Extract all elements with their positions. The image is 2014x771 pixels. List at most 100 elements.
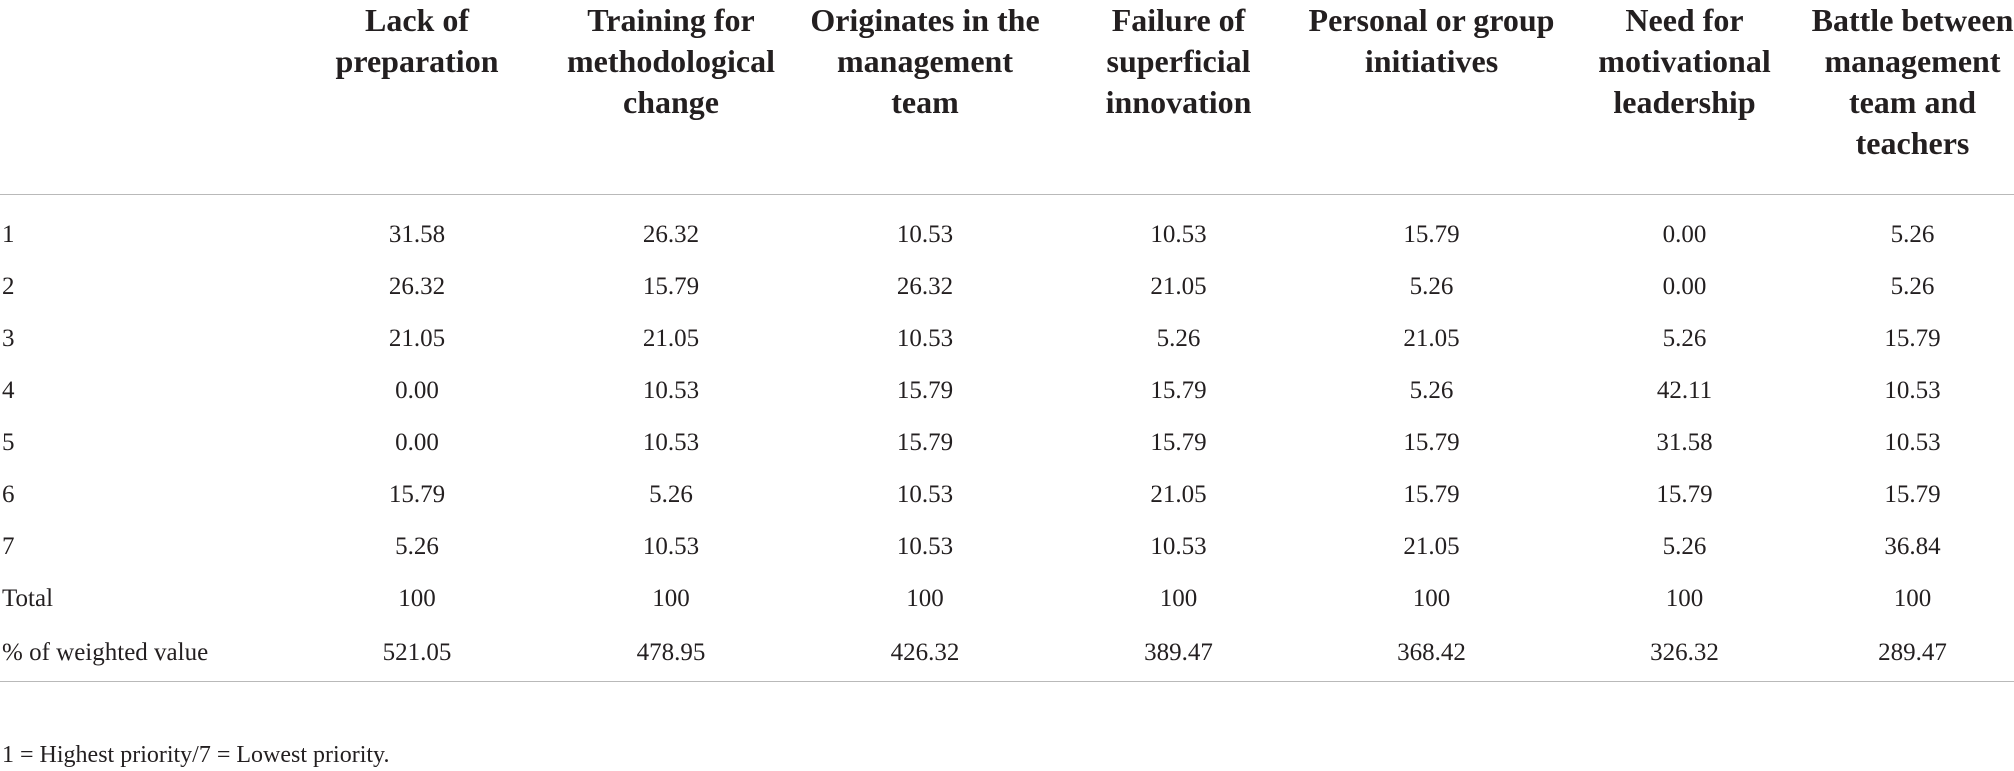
column-header-text: Lack of preparation — [335, 2, 499, 79]
table-cell: 100 — [1412, 584, 1451, 612]
table-header: Lack of preparation Training for methodo… — [0, 0, 2014, 195]
column-header: Training for methodological change — [544, 0, 798, 195]
table-cell: 5.26 — [1409, 272, 1454, 300]
table-cell: 31.58 — [388, 220, 446, 248]
table-cell: 10.53 — [1884, 376, 1941, 404]
table-row: 4 0.00 10.53 15.79 15.79 5.26 42.11 10.5… — [0, 365, 2014, 417]
table-cell: 5.26 — [649, 480, 693, 508]
table-cell: 0.00 — [395, 428, 439, 456]
table-cell: 21.05 — [642, 324, 700, 352]
table-cell: 15.79 — [1403, 480, 1460, 508]
table-cell: 100 — [652, 584, 690, 612]
column-header: Originates in the management team — [798, 0, 1052, 195]
table-cell: 36.84 — [1884, 532, 1941, 560]
column-header: Failure of superficial innovation — [1052, 0, 1305, 195]
table-cell: 389.47 — [1052, 624, 1305, 682]
table-row-total: Total 100 100 100 100 100 100 100 — [0, 573, 2014, 625]
table-cell: 31.58 — [1656, 428, 1713, 456]
table-row: 5 0.00 10.53 15.79 15.79 15.79 31.58 10.… — [0, 417, 2014, 469]
table-cell: 0.00 — [1662, 272, 1707, 300]
column-header-text: Need for motivational leadership — [1598, 2, 1771, 120]
row-label: 7 — [2, 532, 15, 560]
table-cell: 5.26 — [1890, 272, 1935, 300]
table-cell: 15.79 — [1150, 428, 1207, 456]
priority-table: Lack of preparation Training for methodo… — [0, 0, 2014, 682]
table-row: 2 26.32 15.79 26.32 21.05 5.26 0.00 5.26 — [0, 261, 2014, 313]
table-cell: 10.53 — [642, 428, 700, 456]
table-cell: 100 — [906, 584, 944, 612]
table-cell: 326.32 — [1558, 624, 1811, 682]
row-label: 5 — [2, 428, 15, 456]
table-cell: 5.26 — [1662, 532, 1707, 560]
table-cell: 10.53 — [1150, 220, 1207, 248]
table-cell: 5.26 — [1662, 324, 1707, 352]
row-label: 1 — [2, 220, 15, 248]
row-label: 6 — [2, 480, 15, 508]
table-cell: 21.05 — [1403, 532, 1460, 560]
column-header: Need for motivational leadership — [1558, 0, 1811, 195]
table-cell: 10.53 — [896, 220, 954, 248]
table-cell: 100 — [1159, 584, 1198, 612]
table-cell: 10.53 — [1884, 428, 1941, 456]
table-row: 3 21.05 21.05 10.53 5.26 21.05 5.26 15.7… — [0, 313, 2014, 365]
table-cell: 26.32 — [642, 220, 700, 248]
stub-header — [0, 0, 290, 195]
table-cell: 21.05 — [1150, 480, 1207, 508]
table-cell: 426.32 — [798, 624, 1052, 682]
table-cell: 21.05 — [1150, 272, 1207, 300]
table-cell: 10.53 — [1150, 532, 1207, 560]
table-cell: 15.79 — [388, 480, 446, 508]
column-header-text: Battle between management team and teach… — [1811, 2, 2014, 161]
table-cell: 15.79 — [896, 376, 954, 404]
table-cell: 26.32 — [388, 272, 446, 300]
column-header-text: Training for methodological change — [567, 2, 775, 120]
table-row: 1 31.58 26.32 10.53 10.53 15.79 0.00 5.2… — [0, 195, 2014, 261]
table-cell: 0.00 — [1662, 220, 1707, 248]
table-cell: 100 — [1893, 584, 1932, 612]
table-row: 6 15.79 5.26 10.53 21.05 15.79 15.79 15.… — [0, 469, 2014, 521]
row-label: 4 — [2, 376, 15, 404]
column-header: Lack of preparation — [290, 0, 544, 195]
table-cell: 100 — [1665, 584, 1704, 612]
table-cell: 15.79 — [1656, 480, 1713, 508]
table-cell: 100 — [398, 584, 436, 612]
table-cell: 15.79 — [642, 272, 700, 300]
table-cell: 10.53 — [896, 324, 954, 352]
row-label: % of weighted value — [0, 624, 290, 682]
table-cell: 15.79 — [896, 428, 954, 456]
table-cell: 21.05 — [1403, 324, 1460, 352]
table-cell: 10.53 — [642, 532, 700, 560]
table-cell: 21.05 — [388, 324, 446, 352]
table-cell: 5.26 — [1156, 324, 1201, 352]
column-header: Personal or group initiatives — [1305, 0, 1558, 195]
table-footnote: 1 = Highest priority/7 = Lowest priority… — [2, 742, 390, 768]
row-label: 2 — [2, 272, 15, 300]
column-header: Battle between management team and teach… — [1811, 0, 2014, 195]
table-cell: 15.79 — [1403, 428, 1460, 456]
table-cell: 0.00 — [395, 376, 439, 404]
table-cell: 15.79 — [1884, 480, 1941, 508]
table-cell: 5.26 — [1409, 376, 1454, 404]
header-row: Lack of preparation Training for methodo… — [0, 0, 2014, 195]
column-header-text: Originates in the management team — [810, 2, 1040, 120]
table-cell: 10.53 — [896, 480, 954, 508]
table-cell: 368.42 — [1305, 624, 1558, 682]
priority-table-container: Lack of preparation Training for methodo… — [0, 0, 2014, 682]
table-cell: 15.79 — [1150, 376, 1207, 404]
table-row-weighted: % of weighted value 521.05 478.95 426.32… — [0, 624, 2014, 682]
row-label: 3 — [2, 324, 15, 352]
table-cell: 289.47 — [1811, 624, 2014, 682]
table-cell: 15.79 — [1403, 220, 1460, 248]
table-cell: 15.79 — [1884, 324, 1941, 352]
table-cell: 42.11 — [1656, 376, 1713, 404]
table-cell: 26.32 — [896, 272, 954, 300]
row-label: Total — [2, 584, 54, 612]
table-cell: 478.95 — [544, 624, 798, 682]
column-header-text: Failure of superficial innovation — [1105, 2, 1252, 120]
column-header-text: Personal or group initiatives — [1308, 2, 1555, 79]
table-cell: 521.05 — [290, 624, 544, 682]
table-cell: 10.53 — [896, 532, 954, 560]
table-cell: 5.26 — [395, 532, 439, 560]
table-cell: 5.26 — [1890, 220, 1935, 248]
table-body: 1 31.58 26.32 10.53 10.53 15.79 0.00 5.2… — [0, 195, 2014, 682]
